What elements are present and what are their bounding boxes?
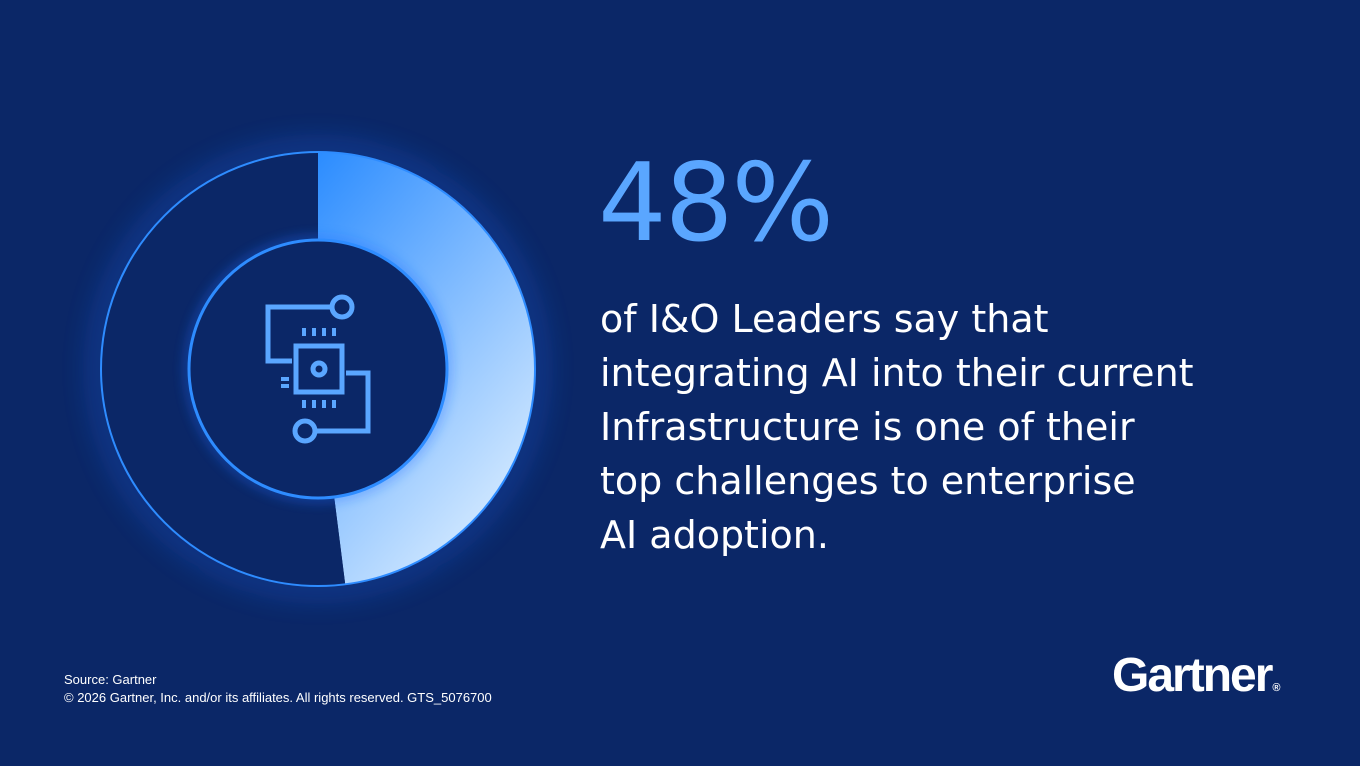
caption-line: of I&O Leaders say that bbox=[600, 297, 1049, 341]
gartner-logo: Gartner® bbox=[1112, 652, 1281, 700]
stat-caption: of I&O Leaders say that integrating AI i… bbox=[600, 292, 1300, 562]
donut-slice-highlight bbox=[318, 152, 535, 585]
caption-line: top challenges to enterprise bbox=[600, 459, 1136, 503]
logo-text: Gartner bbox=[1112, 649, 1273, 702]
donut-inner-outline bbox=[187, 238, 449, 500]
donut-outer-glow bbox=[93, 144, 543, 594]
ai-chip-circuit-icon bbox=[265, 294, 371, 444]
source-block: Source: Gartner © 2026 Gartner, Inc. and… bbox=[64, 671, 492, 707]
copyright-text: © 2026 Gartner, Inc. and/or its affiliat… bbox=[64, 690, 492, 705]
caption-line: Infrastructure is one of their bbox=[600, 405, 1135, 449]
donut-outer-outline bbox=[100, 151, 536, 587]
caption-line: AI adoption. bbox=[600, 513, 829, 557]
source-text: Source: Gartner bbox=[64, 672, 157, 687]
donut-slice-remainder bbox=[100, 152, 346, 586]
registered-mark: ® bbox=[1272, 682, 1281, 694]
caption-line: integrating AI into their current bbox=[600, 351, 1194, 395]
donut-chart bbox=[93, 144, 543, 594]
stat-value: 48% bbox=[598, 141, 834, 266]
